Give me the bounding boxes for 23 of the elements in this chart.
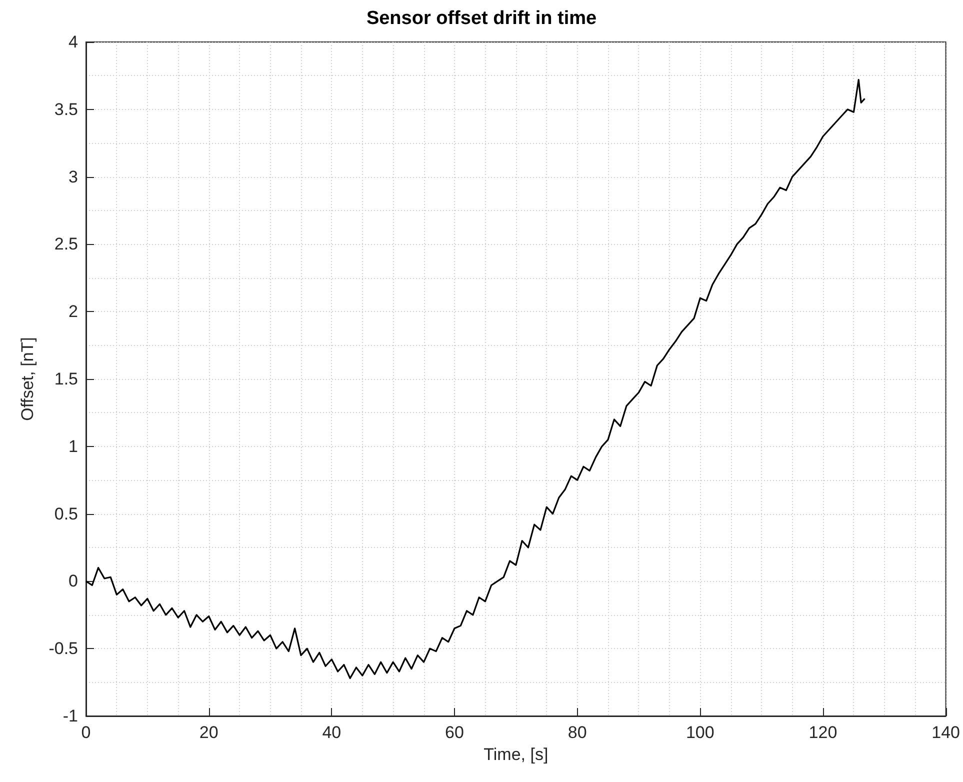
y-tick-label: -1 — [62, 706, 78, 726]
chart-title: Sensor offset drift in time — [366, 8, 597, 29]
y-tick-label: 3.5 — [54, 100, 78, 119]
line-series — [85, 78, 866, 680]
x-tick-label: 0 — [81, 723, 91, 742]
y-tick-label: 2 — [68, 302, 78, 322]
y-tick-label: 3 — [68, 167, 78, 186]
x-tick-label: 40 — [322, 723, 342, 742]
x-tick-label: 140 — [932, 723, 960, 742]
x-tick-label: 60 — [445, 723, 464, 742]
y-tick-label: 2.5 — [54, 234, 78, 254]
y-tick-label: 4 — [68, 32, 78, 52]
y-tick-label: 1.5 — [54, 370, 78, 388]
y-tick-label: 0 — [68, 572, 78, 591]
x-tick-label: 120 — [808, 723, 838, 742]
x-tick-label: 100 — [686, 723, 714, 742]
x-axis-title: Time, [s] — [484, 745, 548, 764]
y-tick-label: 1 — [68, 436, 78, 456]
y-tick-label: 0.5 — [54, 504, 78, 524]
y-axis-title: Offset, [nT] — [18, 337, 37, 421]
x-tick-label: 20 — [199, 723, 218, 742]
x-tick-label: 80 — [568, 723, 587, 742]
y-tick-label: -0.5 — [48, 639, 78, 658]
